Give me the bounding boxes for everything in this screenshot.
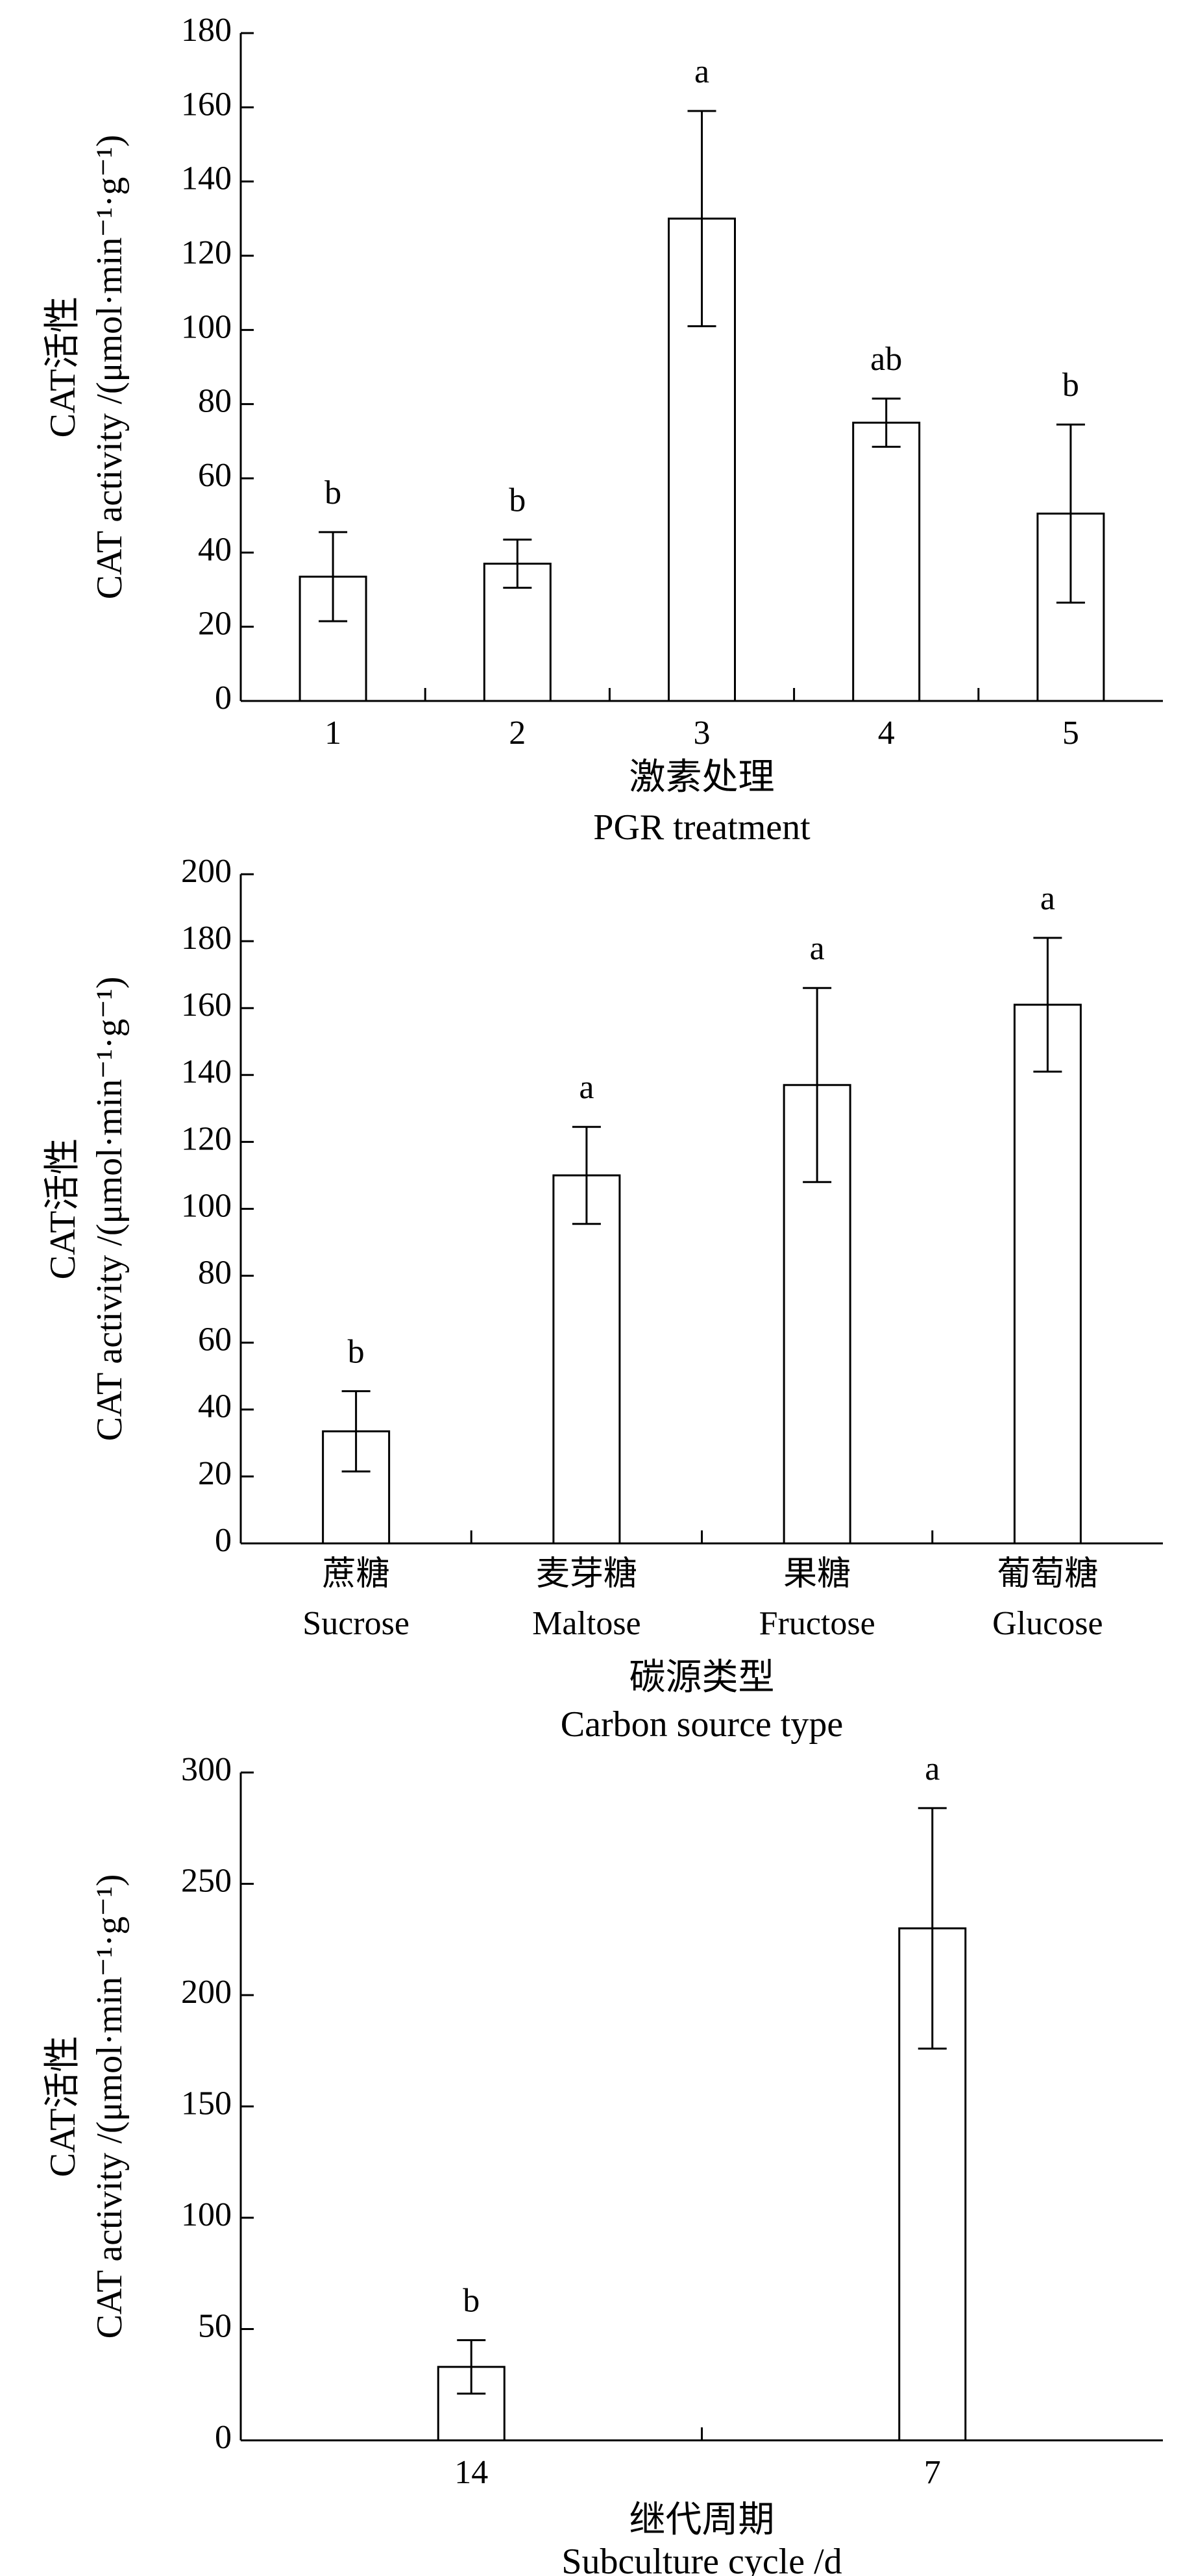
significance-letter: a: [925, 1750, 940, 1787]
y-tick-label: 40: [198, 1388, 232, 1425]
y-tick-label: 100: [181, 2196, 232, 2233]
bar: [1013, 1003, 1082, 1545]
y-tick-label: 20: [198, 606, 232, 643]
x-tick-label: 3: [694, 715, 711, 752]
significance-letter: a: [810, 930, 825, 967]
chart-panel: 0 50 100 150 200 250 300 CAT活性 CAT activity /(μm…: [43, 1750, 1163, 2576]
error-bar: [918, 1807, 947, 2050]
y-tick-label: 120: [181, 1120, 232, 1157]
y-tick-label: 180: [181, 920, 232, 957]
y-tick-label: 140: [181, 1053, 232, 1090]
error-bar: [1033, 937, 1062, 1073]
y-tick-label: 80: [198, 383, 232, 420]
error-bar: [457, 2339, 486, 2395]
x-tick-label: 葡萄糖: [997, 1556, 1098, 1593]
y-tick-label: 50: [198, 2307, 232, 2344]
y-tick-label: 160: [181, 86, 232, 123]
error-bar: [341, 1390, 371, 1473]
y-axis-label: CAT activity /(μmol·min⁻¹·g⁻¹): [90, 135, 130, 600]
bar: [552, 1174, 621, 1545]
significance-letter: a: [694, 53, 709, 90]
error-bar: [1056, 423, 1085, 604]
x-tick-label: Fructose: [759, 1605, 875, 1642]
error-bar: [572, 1125, 601, 1225]
y-axis-label: CAT activity /(μmol·min⁻¹·g⁻¹): [90, 977, 130, 1441]
x-tick-label: 7: [924, 2454, 941, 2491]
chart-panel: 0 20 40 60 80 100 120 140 160 180 200 CAT活性 CAT acti…: [43, 853, 1163, 1745]
y-tick-label: 250: [181, 1862, 232, 1899]
x-tick-label: Sucrose: [302, 1605, 409, 1642]
x-tick-label: Maltose: [532, 1605, 641, 1642]
x-tick-label: 蔗糖: [323, 1556, 390, 1593]
significance-letter: b: [509, 482, 526, 519]
error-bar: [872, 397, 901, 448]
x-tick-label: 5: [1062, 715, 1079, 752]
y-axis-label: CAT活性: [43, 1138, 83, 1280]
y-tick-label: 80: [198, 1255, 232, 1292]
y-tick-label: 200: [181, 1974, 232, 2011]
x-tick-label: 1: [324, 715, 341, 752]
significance-letter: a: [1040, 880, 1055, 917]
x-tick-label: 4: [878, 715, 895, 752]
y-tick-label: 60: [198, 457, 232, 494]
y-tick-label: 150: [181, 2085, 232, 2122]
y-tick-label: 100: [181, 308, 232, 345]
x-axis-label: 激素处理: [629, 757, 775, 798]
y-tick-label: 40: [198, 531, 232, 568]
y-tick-label: 140: [181, 160, 232, 197]
x-tick-label: 果糖: [783, 1556, 851, 1593]
x-axis-label: Carbon source type: [561, 1704, 843, 1745]
y-tick-label: 0: [215, 1522, 232, 1559]
significance-letter: b: [463, 2283, 480, 2320]
significance-letter: b: [348, 1333, 365, 1370]
y-axis-label: CAT活性: [43, 297, 83, 438]
y-tick-label: 120: [181, 234, 232, 271]
y-axis-label: CAT活性: [43, 2036, 83, 2177]
bar: [852, 421, 921, 702]
x-tick-label: Glucose: [992, 1605, 1103, 1642]
error-bar: [503, 538, 532, 589]
x-tick-label: 14: [454, 2454, 488, 2491]
x-tick-label: 2: [509, 715, 526, 752]
error-bar: [687, 110, 716, 328]
x-axis-label: 碳源类型: [629, 1658, 775, 1698]
y-tick-label: 160: [181, 987, 232, 1024]
y-tick-label: 20: [198, 1455, 232, 1492]
bar: [299, 575, 367, 702]
x-tick-label: 麦芽糖: [536, 1556, 637, 1593]
y-axis-label: CAT activity /(μmol·min⁻¹·g⁻¹): [90, 1874, 130, 2339]
y-tick-label: 180: [181, 12, 232, 49]
significance-letter: ab: [870, 341, 902, 378]
y-tick-label: 300: [181, 1751, 232, 1788]
y-tick-label: 100: [181, 1187, 232, 1224]
x-axis-label: PGR treatment: [593, 807, 811, 848]
error-bar: [319, 531, 348, 622]
error-bar: [803, 987, 832, 1183]
x-axis-label: 继代周期: [629, 2500, 775, 2540]
y-tick-label: 0: [215, 680, 232, 717]
y-tick-label: 200: [181, 853, 232, 890]
significance-letter: b: [1062, 367, 1079, 404]
chart-panel: 0 20 40 60 80 100 120 140 160 180 CAT活性 CAT activit…: [43, 12, 1163, 848]
x-axis-label: Subculture cycle /d: [561, 2542, 842, 2576]
significance-letter: a: [579, 1069, 594, 1106]
y-tick-label: 60: [198, 1321, 232, 1358]
y-tick-label: 0: [215, 2419, 232, 2456]
significance-letter: b: [324, 474, 341, 511]
